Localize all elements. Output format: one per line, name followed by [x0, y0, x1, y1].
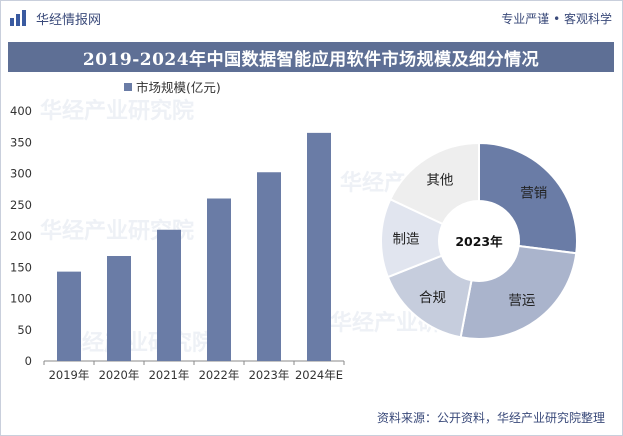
bar-3 — [207, 198, 231, 361]
pie-label: 制造 — [393, 232, 420, 248]
x-tick-label: 2024年E — [295, 368, 343, 382]
y-tick-label: 300 — [10, 167, 32, 181]
brand-logo-icon — [10, 10, 26, 26]
pie-slice-4 — [388, 141, 480, 226]
pie-label: 营运 — [508, 293, 536, 309]
pie-slice-0 — [478, 141, 578, 255]
y-tick-label: 350 — [10, 135, 32, 149]
chart-title: 2019-2024年中国数据智能应用软件市场规模及细分情况 — [8, 42, 614, 72]
legend-label: 市场规模(亿元) — [136, 80, 221, 95]
bar-2 — [157, 229, 181, 361]
y-tick-label: 400 — [10, 104, 32, 118]
pie-label: 其他 — [426, 172, 453, 188]
brand: 华经情报网 — [8, 8, 101, 28]
brand-name: 华经情报网 — [36, 12, 102, 28]
bar-4 — [257, 172, 281, 361]
bar-0 — [57, 271, 81, 361]
source-note: 资料来源：公开资料，华经产业研究院整理 — [376, 411, 605, 425]
header-bar: 华经情报网 专业严谨 • 客观科学 — [8, 6, 614, 30]
x-tick-label: 2020年 — [99, 368, 140, 382]
x-tick-label: 2023年 — [249, 368, 290, 382]
x-tick-label: 2021年 — [149, 368, 190, 382]
bar-5 — [307, 132, 331, 361]
y-tick-label: 200 — [10, 229, 32, 243]
pie-center-label: 2023年 — [455, 234, 503, 249]
y-tick-label: 150 — [10, 260, 32, 274]
watermark-text: 华经产业研究院 — [40, 98, 194, 124]
slogan: 专业严谨 • 客观科学 — [501, 12, 612, 26]
y-tick-label: 250 — [10, 198, 32, 212]
y-tick-label: 0 — [25, 354, 32, 368]
y-tick-label: 50 — [17, 323, 32, 337]
legend-swatch — [124, 83, 132, 91]
pie-label: 营销 — [520, 186, 547, 202]
x-tick-label: 2022年 — [199, 368, 240, 382]
pie-label: 合规 — [419, 290, 446, 306]
watermark-text: 华经产业研究院 — [60, 330, 214, 356]
x-tick-label: 2019年 — [49, 368, 90, 382]
bar-1 — [107, 256, 131, 361]
y-tick-label: 100 — [10, 292, 32, 306]
pie-slice-1 — [459, 244, 578, 340]
